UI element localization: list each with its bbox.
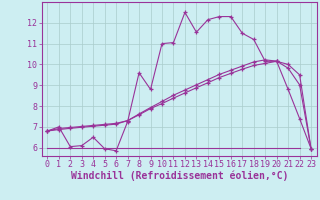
X-axis label: Windchill (Refroidissement éolien,°C): Windchill (Refroidissement éolien,°C) (70, 171, 288, 181)
